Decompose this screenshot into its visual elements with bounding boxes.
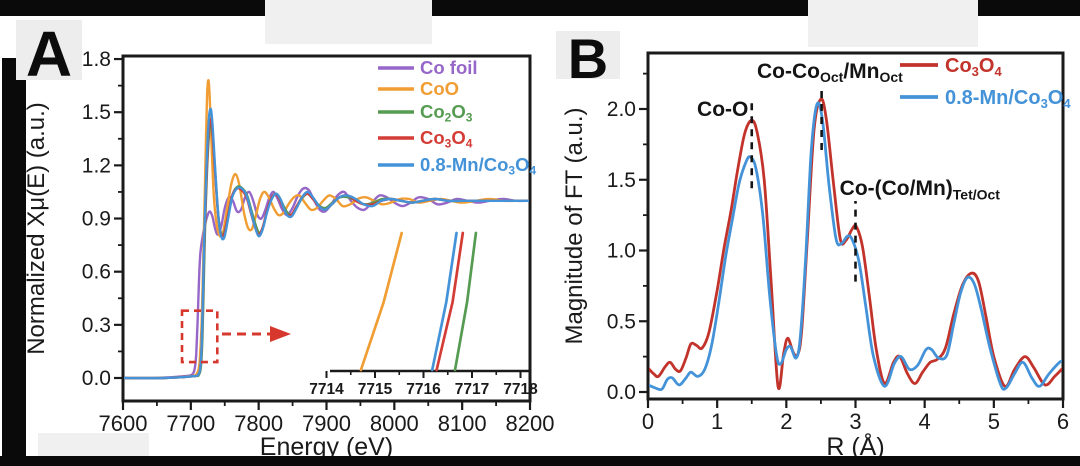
panel-b-annotation-2: Co-CoOct/MnOct: [757, 60, 903, 151]
panel-b-x-tick-label: 4: [919, 409, 931, 434]
panel-b-legend-label: 0.8-Mn/Co3O4: [945, 87, 1071, 111]
panel-b-curves: [649, 97, 1062, 392]
panel-b-x-tick-label: 5: [988, 409, 1000, 434]
inset-x-tick-label: 7717: [455, 381, 489, 398]
panel-b-y-tick-label: 0.5: [607, 310, 636, 333]
panel-a-x-tick-label: 7700: [166, 411, 215, 436]
panel-a-zoom-callout: [180, 309, 291, 364]
panel-b-annotation-1: Co-O: [697, 98, 754, 189]
panel-b-y-axis-title: Magnitude of FT (a.u.): [561, 108, 588, 345]
peak-annotation-text: Co-CoOct/MnOct: [757, 60, 903, 85]
inset-edge-line-0.8-Mn-Co3O4: [430, 231, 458, 372]
panel-a-plot: 7600 7700 7800 7900 8000 8100 8200 0.0 0.3 0.6 0.9…: [23, 48, 554, 461]
panel-a-y-axis-title: Normalized Xμ(E) (a.u.): [23, 102, 50, 355]
panel-b-plot: 0 1 2 3 4 5 60.00.51.01.52.0R (Å)Magnitude of …: [561, 51, 1071, 461]
whiteout-box-top-right: [808, 0, 978, 47]
inset-x-tick-label: 7716: [406, 381, 441, 398]
panel-a-x-tick-label: 8200: [506, 411, 555, 436]
inset-edge-line-Co2O3: [453, 231, 478, 372]
panel-b-legend-label: Co3O4: [945, 55, 1002, 79]
panel-b-curve-Co3O4: [649, 97, 1062, 391]
panel-a-y-tick-label: 0.0: [82, 367, 111, 390]
panel-a-x-tick-label: 7600: [99, 411, 148, 436]
peak-annotation-text: Co-O: [697, 98, 748, 121]
panel-b-annotation-3: Co-(Co/Mn)Tet/Oct: [840, 177, 1001, 282]
zoom-callout-arrowhead: [270, 326, 291, 342]
panel-a-curves: [124, 78, 529, 380]
panel-b-y-tick-label: 1.0: [607, 240, 636, 263]
panel-a-legend-label: 0.8-Mn/Co3O4: [420, 154, 536, 178]
panel-a-curve-CoO: [124, 78, 529, 380]
panel-a-legend-label: Co foil: [420, 57, 478, 78]
panel-a-x-tick-label: 7800: [234, 411, 283, 436]
panel-a-y-tick-label: 0.9: [82, 208, 111, 231]
panel-a-curve-0.8-Mn-Co3O4: [124, 107, 529, 380]
panel-a-y-tick-label: 1.2: [82, 154, 111, 177]
peak-annotation-text: Co-(Co/Mn)Tet/Oct: [840, 177, 1001, 202]
panel-a-frame: [121, 54, 532, 403]
panel-a-y-tick-label: 1.5: [82, 101, 111, 124]
whiteout-box-top-left: [265, 0, 432, 44]
panel-b-x-tick-label: 6: [1057, 409, 1069, 434]
whiteout-box-bottom-left: [38, 433, 149, 456]
panel-b-x-tick-label: 3: [849, 409, 861, 434]
panel-b-y-tick-label: 1.5: [607, 169, 636, 192]
panel-a-legend-label: Co3O4: [420, 127, 473, 151]
panel-b-curve-0.8-Mn-Co3O4: [649, 101, 1062, 392]
panel-a-legend-label: Co2O3: [420, 101, 473, 125]
panel-a-y-tick-label: 1.8: [82, 48, 111, 71]
panel-b-label: B: [556, 31, 620, 87]
inset-x-tick-label: 7715: [358, 381, 393, 398]
panel-a-inset: 7714 7715 7716 7717 7718: [309, 231, 538, 398]
bottom-crop-bar: [0, 456, 1080, 466]
panel-a-x-tick-label: 8100: [438, 411, 487, 436]
panel-a-label: A: [16, 20, 82, 86]
panel-b-legend: Co3O4 0.8-Mn/Co3O4: [900, 55, 1071, 111]
panel-b-y-tick-label: 0.0: [607, 381, 636, 404]
panel-b-x-tick-label: 2: [780, 409, 792, 434]
inset-edge-line-CoO: [359, 231, 404, 372]
panel-b-x-tick-label: 1: [711, 409, 723, 434]
panel-b-y-tick-label: 2.0: [607, 98, 636, 121]
panel-b-x-tick-label: 0: [642, 409, 654, 434]
zoom-region-dashed-box: [180, 309, 219, 364]
panel-a-y-tick-label: 0.6: [82, 261, 111, 284]
panel-a-legend-label: CoO: [420, 78, 459, 99]
left-crop-bar: [2, 58, 26, 466]
inset-x-tick-label: 7714: [309, 381, 344, 398]
panel-a-y-tick-label: 0.3: [82, 314, 111, 337]
inset-edge-line-Co3O4: [435, 231, 465, 372]
panel-a-x-tick-label: 7900: [302, 411, 351, 436]
panel-a-x-tick-label: 8000: [370, 411, 419, 436]
inset-x-tick-label: 7718: [503, 381, 538, 398]
